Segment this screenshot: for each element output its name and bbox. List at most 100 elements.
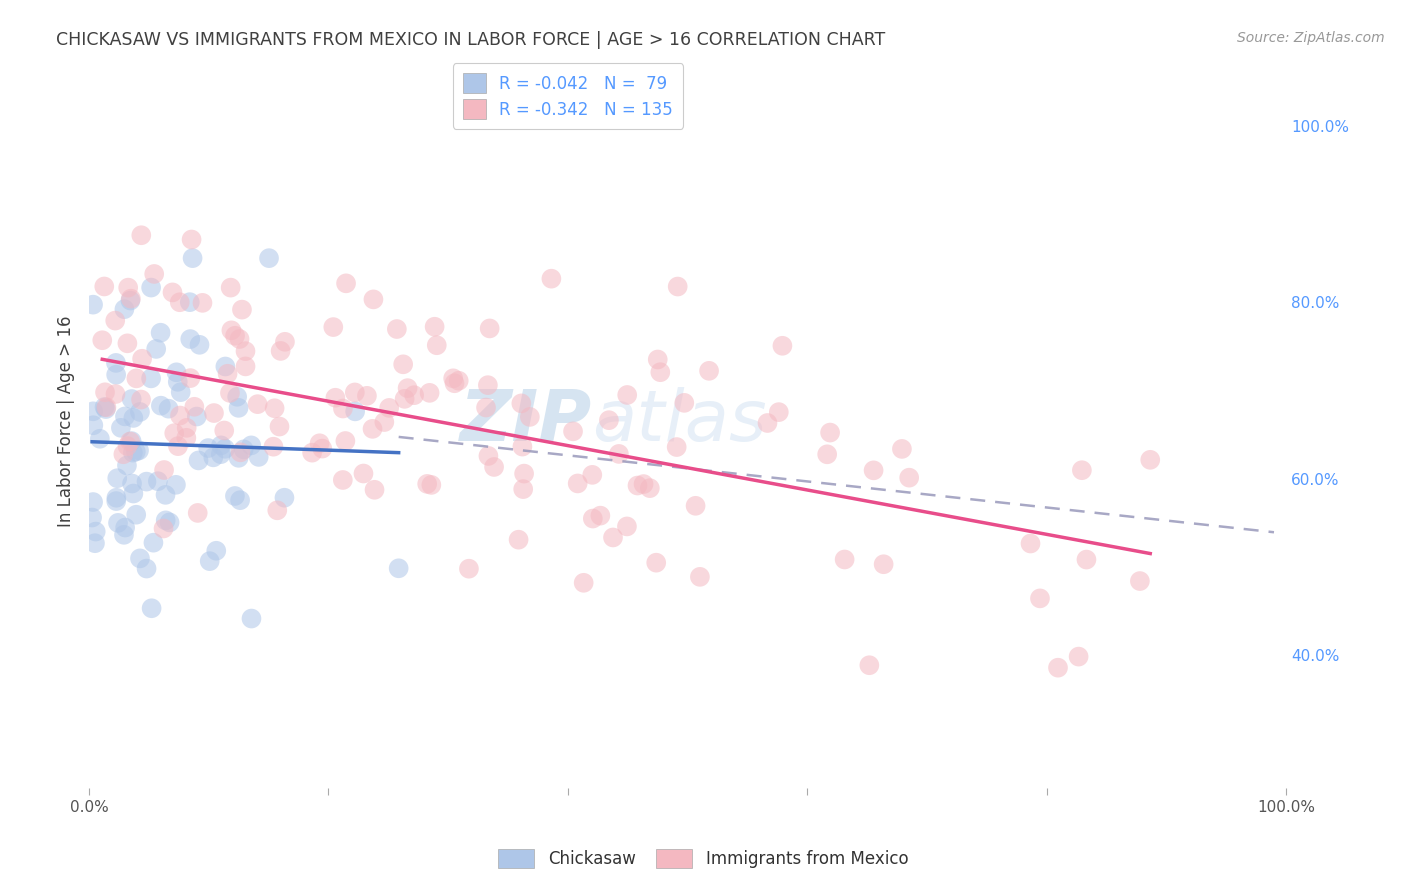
Point <box>82 418 104 433</box>
Point <box>616 519 638 533</box>
Point <box>149 399 172 413</box>
Point <box>187 453 209 467</box>
Point <box>212 424 235 438</box>
Point <box>685 499 707 513</box>
Point <box>1139 452 1161 467</box>
Point <box>666 279 689 293</box>
Point <box>862 463 884 477</box>
Point <box>872 558 894 572</box>
Point <box>441 371 464 385</box>
Point <box>361 422 384 436</box>
Point <box>416 476 439 491</box>
Point <box>139 280 162 294</box>
Point <box>582 511 605 525</box>
Point <box>197 441 219 455</box>
Point <box>273 491 295 505</box>
Point <box>145 342 167 356</box>
Point <box>214 359 236 374</box>
Point <box>186 409 208 424</box>
Point <box>167 439 190 453</box>
Point <box>157 401 180 416</box>
Point <box>139 371 162 385</box>
Point <box>176 431 198 445</box>
Point <box>129 551 152 566</box>
Point <box>122 411 145 425</box>
Point <box>647 352 669 367</box>
Point <box>257 251 280 265</box>
Legend: Chickasaw, Immigrants from Mexico: Chickasaw, Immigrants from Mexico <box>491 843 915 875</box>
Point <box>219 385 242 400</box>
Point <box>142 535 165 549</box>
Point <box>176 421 198 435</box>
Point <box>815 447 838 461</box>
Point <box>269 419 291 434</box>
Point <box>477 378 499 392</box>
Point <box>420 478 443 492</box>
Point <box>638 481 661 495</box>
Point <box>262 440 284 454</box>
Point <box>131 351 153 366</box>
Point <box>607 447 630 461</box>
Point <box>385 322 408 336</box>
Point <box>155 488 177 502</box>
Point <box>107 516 129 530</box>
Point <box>152 521 174 535</box>
Point <box>512 440 534 454</box>
Point <box>562 425 585 439</box>
Point <box>332 473 354 487</box>
Point <box>188 338 211 352</box>
Point <box>1070 463 1092 477</box>
Point <box>115 458 138 473</box>
Point <box>335 277 357 291</box>
Text: atlas: atlas <box>592 387 766 456</box>
Point <box>122 445 145 459</box>
Point <box>187 506 209 520</box>
Text: ZIP: ZIP <box>460 387 592 456</box>
Point <box>93 400 115 414</box>
Point <box>104 313 127 327</box>
Point <box>105 368 128 382</box>
Point <box>169 295 191 310</box>
Point <box>478 321 501 335</box>
Point <box>325 391 347 405</box>
Point <box>665 440 688 454</box>
Point <box>626 478 648 492</box>
Point <box>82 510 104 524</box>
Point <box>447 374 470 388</box>
Point <box>1076 552 1098 566</box>
Point <box>180 232 202 246</box>
Point <box>149 326 172 340</box>
Point <box>274 334 297 349</box>
Point <box>1029 591 1052 606</box>
Point <box>205 543 228 558</box>
Point <box>426 338 449 352</box>
Point <box>94 402 117 417</box>
Point <box>129 392 152 407</box>
Point <box>1129 574 1152 588</box>
Point <box>214 442 236 456</box>
Point <box>110 421 132 435</box>
Point <box>332 401 354 416</box>
Point <box>219 280 242 294</box>
Point <box>1067 649 1090 664</box>
Point <box>121 392 143 406</box>
Point <box>477 449 499 463</box>
Point <box>232 442 254 457</box>
Point <box>311 442 333 456</box>
Point <box>633 477 655 491</box>
Point <box>567 476 589 491</box>
Point <box>117 336 139 351</box>
Point <box>198 554 221 568</box>
Point <box>322 320 344 334</box>
Point <box>94 385 117 400</box>
Point <box>155 513 177 527</box>
Point <box>228 332 250 346</box>
Point <box>125 508 148 522</box>
Point <box>645 556 668 570</box>
Point <box>602 531 624 545</box>
Point <box>335 434 357 448</box>
Point <box>143 267 166 281</box>
Point <box>378 401 401 415</box>
Point <box>120 293 142 308</box>
Point <box>513 467 536 481</box>
